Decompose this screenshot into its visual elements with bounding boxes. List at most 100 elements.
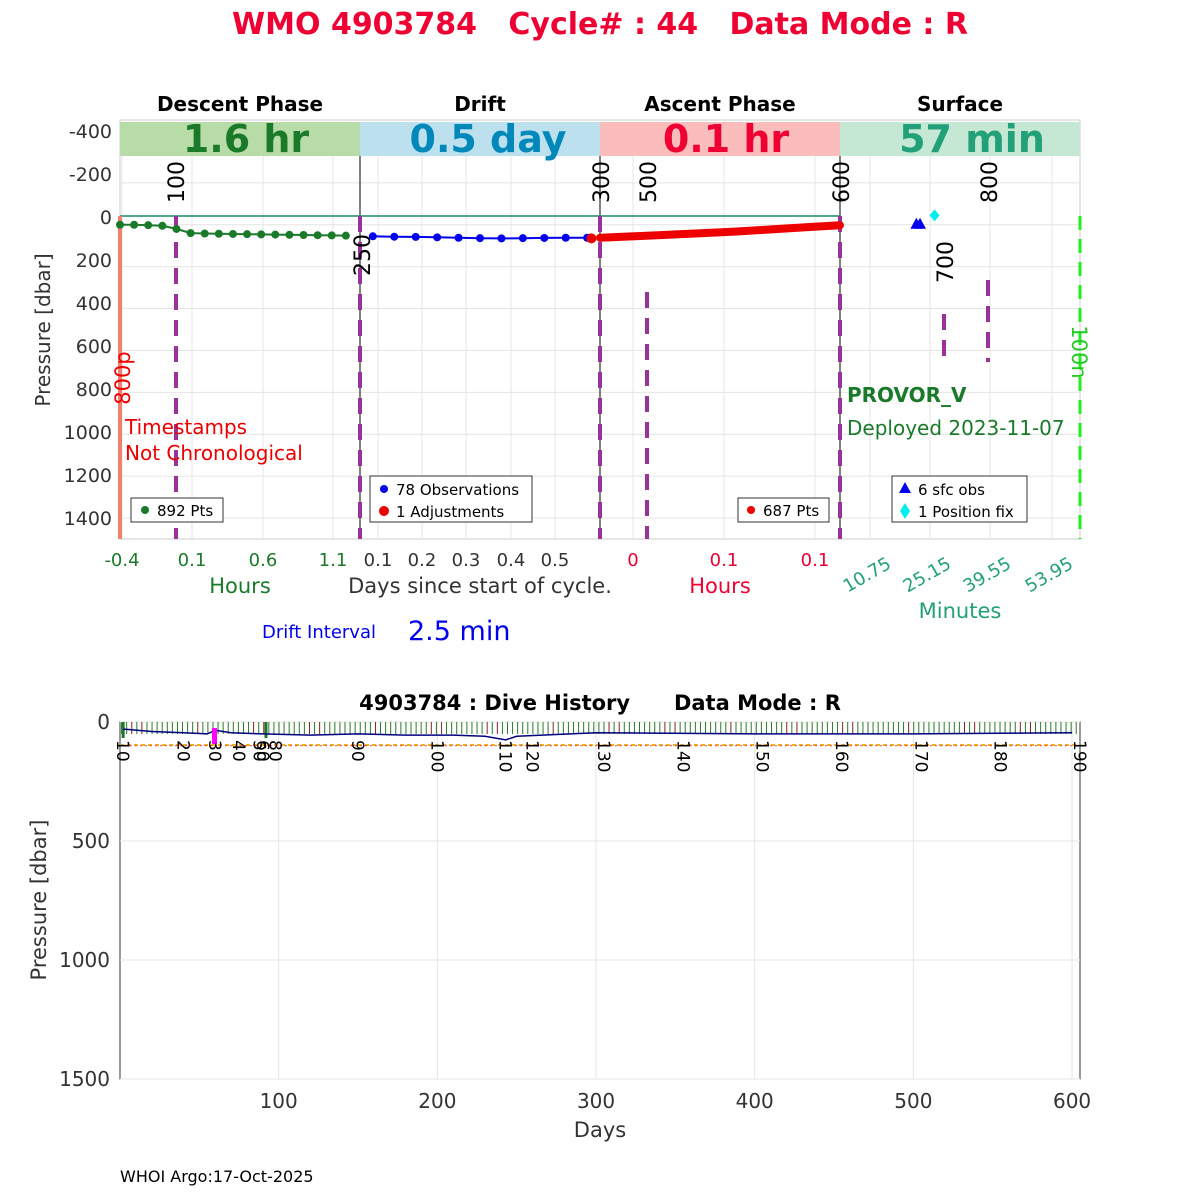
data-point <box>341 231 350 240</box>
cycle-label: 10 <box>112 740 132 762</box>
y-tick: 600 <box>76 336 112 358</box>
surface-x-tick: 25.15 <box>900 553 955 597</box>
data-point <box>299 231 308 240</box>
legend-marker <box>899 482 911 493</box>
ascent-x-tick: 0.1 <box>801 550 830 571</box>
data-point <box>586 233 597 244</box>
legend-text: 6 sfc obs <box>918 481 985 499</box>
data-point <box>561 233 570 242</box>
data-point <box>214 229 223 238</box>
data-point <box>172 224 181 233</box>
data-point <box>144 221 153 230</box>
footer-credit: WHOI Argo:17-Oct-2025 <box>120 1167 314 1186</box>
x-tick-label: 100 <box>260 1089 298 1113</box>
legend-surface: 6 sfc obs 1 Position fix <box>891 475 1028 523</box>
y-tick-label: 1000 <box>59 948 110 972</box>
cycle-label: 20 <box>173 740 193 762</box>
cycle-label: 150 <box>752 740 772 772</box>
marker-label: 800 <box>978 161 1003 203</box>
data-point <box>327 231 336 240</box>
dive-history-title: 4903784 : Dive History Data Mode : R <box>359 691 841 715</box>
drift-x-tick: 0.1 <box>364 550 393 571</box>
drift-x-tick: 0.3 <box>452 550 481 571</box>
y-tick: 1200 <box>64 465 112 487</box>
ascent-axis-label: Hours <box>689 574 751 598</box>
y-tick: 0 <box>100 207 112 229</box>
y-tick-label: 500 <box>72 829 110 853</box>
x-tick-label: 600 <box>1053 1089 1091 1113</box>
data-point <box>285 230 294 239</box>
x-tick-label: 200 <box>418 1089 456 1113</box>
not-chronological-note: Not Chronological <box>125 441 303 465</box>
phase-name-surface: Surface <box>917 92 1003 116</box>
data-point <box>313 231 322 240</box>
cycle-label: 90 <box>347 740 367 762</box>
marker-label: 250 <box>351 234 376 276</box>
cycle-label: 140 <box>672 740 692 772</box>
legend-text: 892 Pts <box>157 502 213 520</box>
surface-x-tick: 53.95 <box>1022 553 1077 597</box>
dive-history-line <box>123 728 1073 741</box>
cycle-label: 30 <box>204 740 224 762</box>
cycle-label: 160 <box>831 740 851 772</box>
legend-text: 687 Pts <box>763 502 819 520</box>
drift-x-tick: 0.4 <box>497 550 526 571</box>
legend-marker <box>141 506 149 514</box>
phase-duration-surface: 57 min <box>899 117 1045 161</box>
cycle-y-label: Pressure [dbar] <box>31 253 55 406</box>
cycle-label: 40 <box>228 740 248 762</box>
data-point <box>158 221 167 230</box>
marker-label: 300 <box>590 161 615 203</box>
legend-text: 1 Adjustments <box>396 503 504 521</box>
y-tick: 1000 <box>64 422 112 444</box>
right-side-label: 100n <box>1067 325 1091 378</box>
cycle-label: 120 <box>522 740 542 772</box>
cycle-y-ticks: -400 -200 0 200 400 600 800 1000 1200 14… <box>64 121 112 530</box>
phase-name-drift: Drift <box>454 92 506 116</box>
y-tick-label: 0 <box>97 710 110 734</box>
descent-x-tick: 0.6 <box>249 550 278 571</box>
history-grid <box>120 721 1080 1080</box>
descent-axis-label: Hours <box>209 574 271 598</box>
y-tick: -200 <box>69 164 112 186</box>
x-tick-label: 300 <box>577 1089 615 1113</box>
surface-axis-label: Minutes <box>919 599 1002 623</box>
legend-text: 1 Position fix <box>918 503 1014 521</box>
data-point <box>497 234 506 243</box>
data-point <box>540 233 549 242</box>
cycle-label: 60 <box>252 740 272 762</box>
legend-marker <box>380 485 388 493</box>
legend-descent: 892 Pts <box>130 497 224 523</box>
cycle-label: 170 <box>910 740 930 772</box>
dive-history-chart: 4903784 : Dive History Data Mode : R 100… <box>27 691 1091 1142</box>
cycle-chart: Descent Phase Drift Ascent Phase Surface… <box>31 92 1091 647</box>
legend-marker <box>900 503 910 519</box>
surface-band <box>840 122 1080 156</box>
y-tick: 800 <box>76 379 112 401</box>
drift-x-tick: 0.5 <box>541 550 570 571</box>
phase-duration-descent: 1.6 hr <box>183 117 310 161</box>
position-fix-point <box>929 209 940 222</box>
data-point <box>116 220 124 229</box>
cycle-label: 50 <box>249 740 269 762</box>
x-tick-label: 500 <box>894 1089 932 1113</box>
data-point <box>433 233 442 242</box>
legend-ascent: 687 Pts <box>737 497 830 523</box>
data-point <box>200 229 209 238</box>
cycle-label: 190 <box>1069 740 1089 772</box>
cycle-label: 110 <box>495 740 515 772</box>
surface-obs-point <box>914 217 926 229</box>
cycle-data-points <box>116 209 940 244</box>
cycle-label: 130 <box>593 740 613 772</box>
cycle-label: 180 <box>990 740 1010 772</box>
history-series <box>120 728 1080 747</box>
drift-x-tick: 0.2 <box>408 550 437 571</box>
deployed-date: Deployed 2023-11-07 <box>847 416 1065 440</box>
descent-x-tick: 0.1 <box>178 550 207 571</box>
history-y-label: Pressure [dbar] <box>27 820 51 981</box>
ascent-x-tick: 0 <box>627 550 638 571</box>
y-tick: -400 <box>69 121 112 143</box>
timestamps-note: Timestamps <box>124 415 247 439</box>
